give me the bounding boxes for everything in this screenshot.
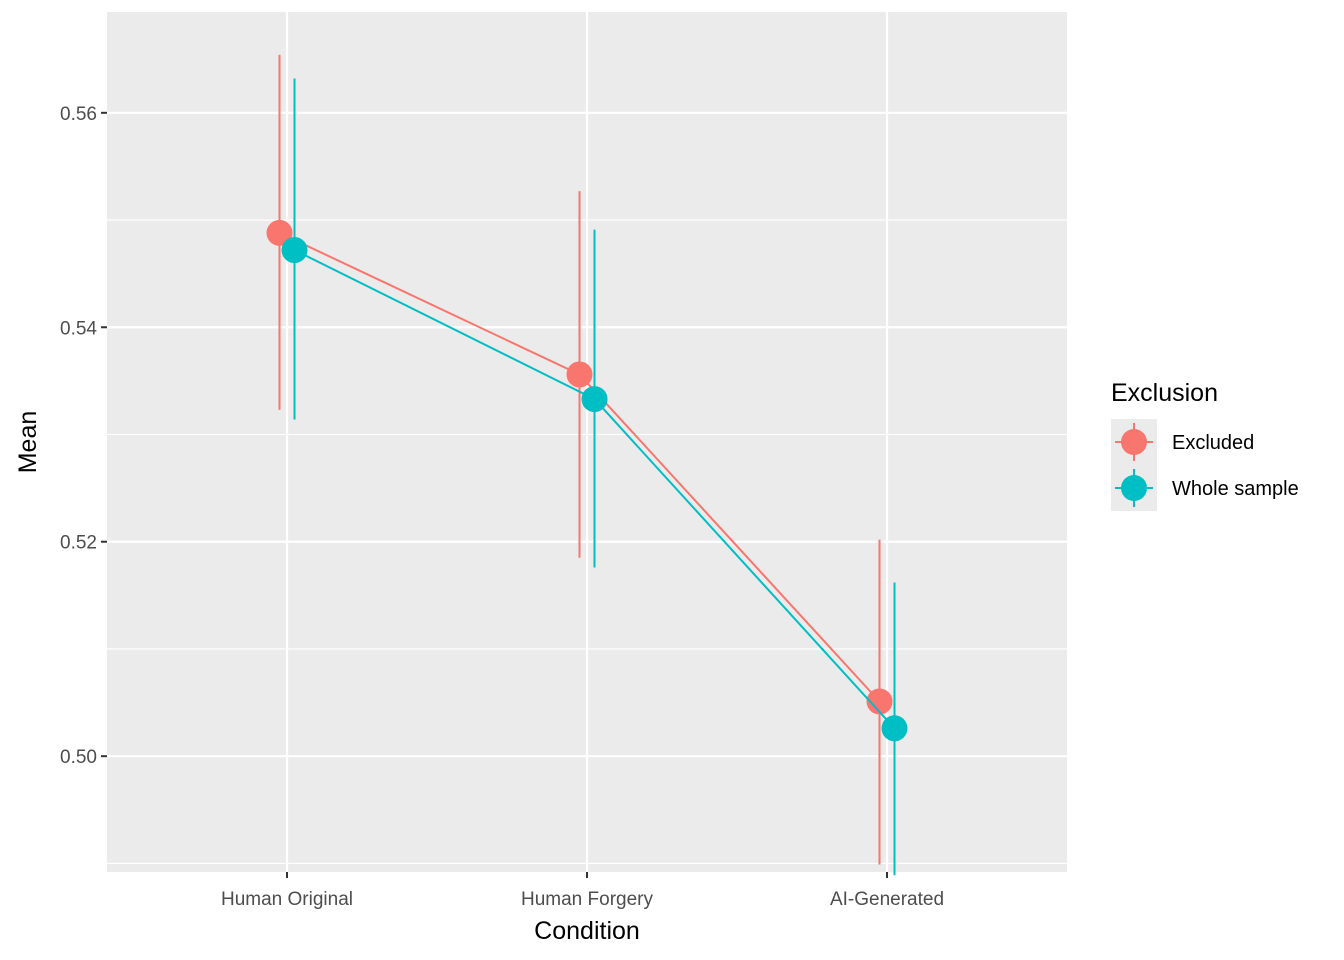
x-tick-label: Human Forgery: [521, 889, 653, 910]
data-point: [866, 688, 893, 715]
legend-item: Excluded: [1111, 419, 1254, 465]
series-excluded: [266, 54, 893, 865]
data-point: [281, 237, 308, 264]
x-tick-label: Human Original: [221, 889, 353, 910]
legend-label: Excluded: [1172, 432, 1254, 454]
series-layer: [266, 54, 908, 876]
y-axis-title: Mean: [14, 411, 42, 474]
data-point: [881, 715, 908, 742]
y-tick-label: 0.52: [60, 533, 97, 554]
legend-label: Whole sample: [1172, 478, 1299, 500]
x-axis-title: Condition: [534, 917, 640, 945]
data-point: [266, 219, 293, 246]
x-axis-ticks: Human Original Human Forgery AI-Generated: [221, 872, 944, 910]
legend-key-point: [1121, 429, 1147, 455]
legend: Exclusion Excluded Whole sample: [1111, 379, 1299, 511]
legend-item: Whole sample: [1111, 465, 1299, 511]
series-whole-sample: [281, 78, 908, 876]
y-tick-label: 0.56: [60, 104, 97, 125]
legend-key-point: [1121, 475, 1147, 501]
y-axis-ticks: 0.50 0.52 0.54 0.56: [60, 104, 107, 768]
legend-title: Exclusion: [1111, 379, 1218, 407]
data-point: [566, 361, 593, 388]
x-tick-label: AI-Generated: [830, 889, 944, 910]
data-point: [581, 386, 608, 413]
y-tick-label: 0.54: [60, 318, 97, 339]
y-tick-label: 0.50: [60, 747, 97, 768]
